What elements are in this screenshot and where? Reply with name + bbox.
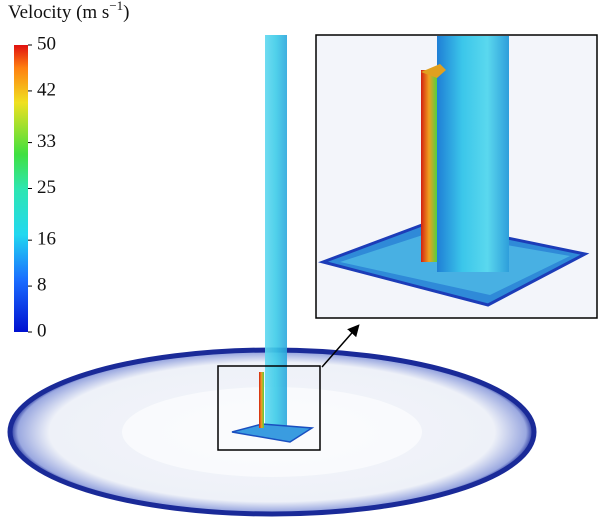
inset-column: [437, 36, 509, 272]
colorbar-tick-label: 0: [37, 320, 47, 341]
colorbar-tick-label: 16: [37, 229, 56, 250]
column: [265, 35, 287, 433]
inset-rod: [421, 70, 437, 262]
colorbar-tick-label: 25: [37, 177, 56, 198]
inset-rod-top: [421, 64, 446, 78]
colorbar-title-close: ): [123, 2, 129, 23]
colorbar-title-exponent: −1: [109, 0, 123, 13]
colorbar-title: Velocity (m s−1): [8, 0, 130, 23]
colorbar: [14, 45, 28, 332]
colorbar-tick-label: 8: [37, 274, 47, 295]
base-pad: [231, 423, 315, 443]
colorbar-title-text: Velocity (m s: [8, 2, 109, 23]
colorbar-tick-label: 33: [37, 131, 56, 152]
colorbar-tick-label: 42: [37, 79, 56, 100]
rod: [259, 372, 264, 428]
colorbar-tick-label: 50: [37, 33, 56, 54]
zoom-box: [217, 365, 321, 451]
colorbar-ticks: 50 42 33 25 16 8 0: [28, 33, 56, 341]
zoom-arrow: [321, 324, 360, 368]
